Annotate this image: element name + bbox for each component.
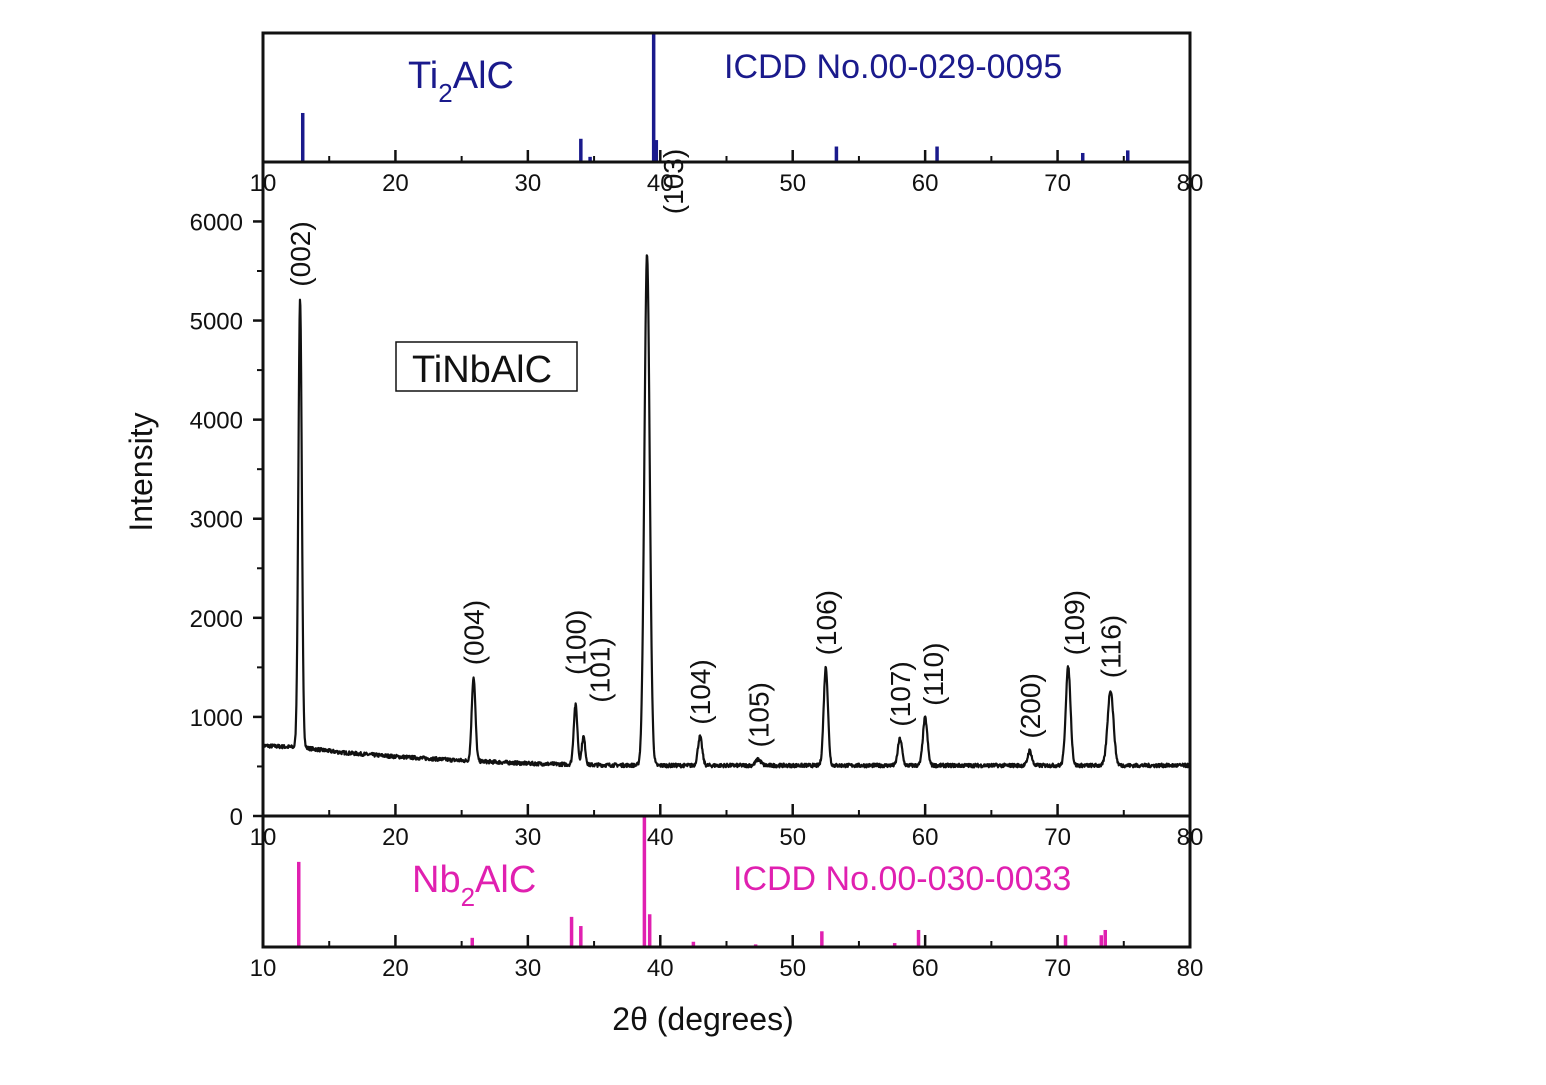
- peak-label-5: (104): [685, 659, 716, 724]
- peak-label-12: (116): [1096, 615, 1127, 678]
- main-y-tick-label-6000: 6000: [190, 209, 243, 236]
- main-x-tick-label-40: 40: [647, 824, 674, 851]
- sample-label: TiNbAlC: [412, 349, 552, 391]
- sample-label-box: [395, 341, 578, 392]
- peak-label-8: (107): [885, 661, 916, 726]
- main-y-tick-label-3000: 3000: [190, 507, 243, 534]
- nb2alc-x-tick-label-20: 20: [382, 955, 409, 982]
- main-y-tick-label-4000: 4000: [190, 408, 243, 435]
- x-axis-title: 2θ (degrees): [612, 1001, 793, 1037]
- nb2alc-x-tick-label-30: 30: [515, 955, 542, 982]
- peak-labels: (002) (004) (100)(101) (103) (104) (105) (106)…: [285, 149, 1126, 748]
- ti2alc-x-tick-label-30: 30: [515, 170, 542, 197]
- peak-label-10: (200): [1015, 673, 1046, 738]
- nb2alc-x-tick-label-10: 10: [250, 955, 277, 982]
- y-axis-title: Intensity: [123, 412, 159, 531]
- peak-label-3: (101): [585, 637, 616, 702]
- main-x-tick-label-70: 70: [1044, 824, 1071, 851]
- ti2alc-x-tick-label-20: 20: [382, 170, 409, 197]
- nb2alc-x-tick-label-70: 70: [1044, 955, 1071, 982]
- ti2alc-x-tick-label-60: 60: [912, 170, 939, 197]
- ti2alc-x-tick-label-40: 40: [647, 170, 674, 197]
- ti2alc-icdd-label: ICDD No.00-029-0095: [724, 48, 1062, 86]
- nb2alc-sticks: [297, 816, 1107, 947]
- main-x-tick-label-60: 60: [912, 824, 939, 851]
- main-x-tick-label-20: 20: [382, 824, 409, 851]
- main-x-tick-label-50: 50: [779, 824, 806, 851]
- ti2alc-phase-label: Ti2AlC: [408, 55, 514, 108]
- main-y-tick-label-0: 0: [230, 804, 243, 831]
- peak-label-1: (004): [459, 600, 490, 665]
- nb2alc-x-tick-label-80: 80: [1177, 955, 1204, 982]
- peak-label-4: (103): [658, 149, 689, 214]
- peak-label-9: (110): [918, 643, 949, 706]
- nb2alc-x-tick-label-50: 50: [779, 955, 806, 982]
- ti2alc-x-tick-label-70: 70: [1044, 170, 1071, 197]
- main-y-tick-label-2000: 2000: [190, 606, 243, 633]
- nb2alc-icdd-label: ICDD No.00-030-0033: [733, 860, 1071, 898]
- nb2alc-x-ticks: 10 20 30 40 50 60 70 80: [250, 935, 1204, 982]
- nb2alc-phase-label: Nb2AlC: [412, 859, 536, 912]
- main-y-tick-label-1000: 1000: [190, 705, 243, 732]
- nb2alc-x-tick-label-40: 40: [647, 955, 674, 982]
- nb2alc-x-tick-label-60: 60: [912, 955, 939, 982]
- ti2alc-reference-panel: 10 20 30 40 50 60 70 80 Ti2AlC ICDD No.00-029-0…: [250, 31, 1203, 197]
- tinbalc-pattern-line: [261, 254, 1191, 769]
- nb2alc-reference-panel: 10 20 30 40 50 60 70 80 Nb2AlC ICDD No.00-030-0…: [250, 814, 1204, 982]
- main-y-tick-label-5000: 5000: [190, 309, 243, 336]
- peak-label-2: (100): [561, 610, 592, 675]
- peak-label-7: (106): [811, 590, 842, 655]
- ti2alc-x-tick-label-50: 50: [779, 170, 806, 197]
- peak-label-0: (002): [285, 221, 316, 286]
- peak-label-6: (105): [743, 682, 774, 747]
- main-y-ticks: 0 1000 2000 3000 4000 5000 6000: [190, 209, 263, 831]
- main-x-tick-label-30: 30: [515, 824, 542, 851]
- peak-label-11: (109): [1059, 590, 1090, 655]
